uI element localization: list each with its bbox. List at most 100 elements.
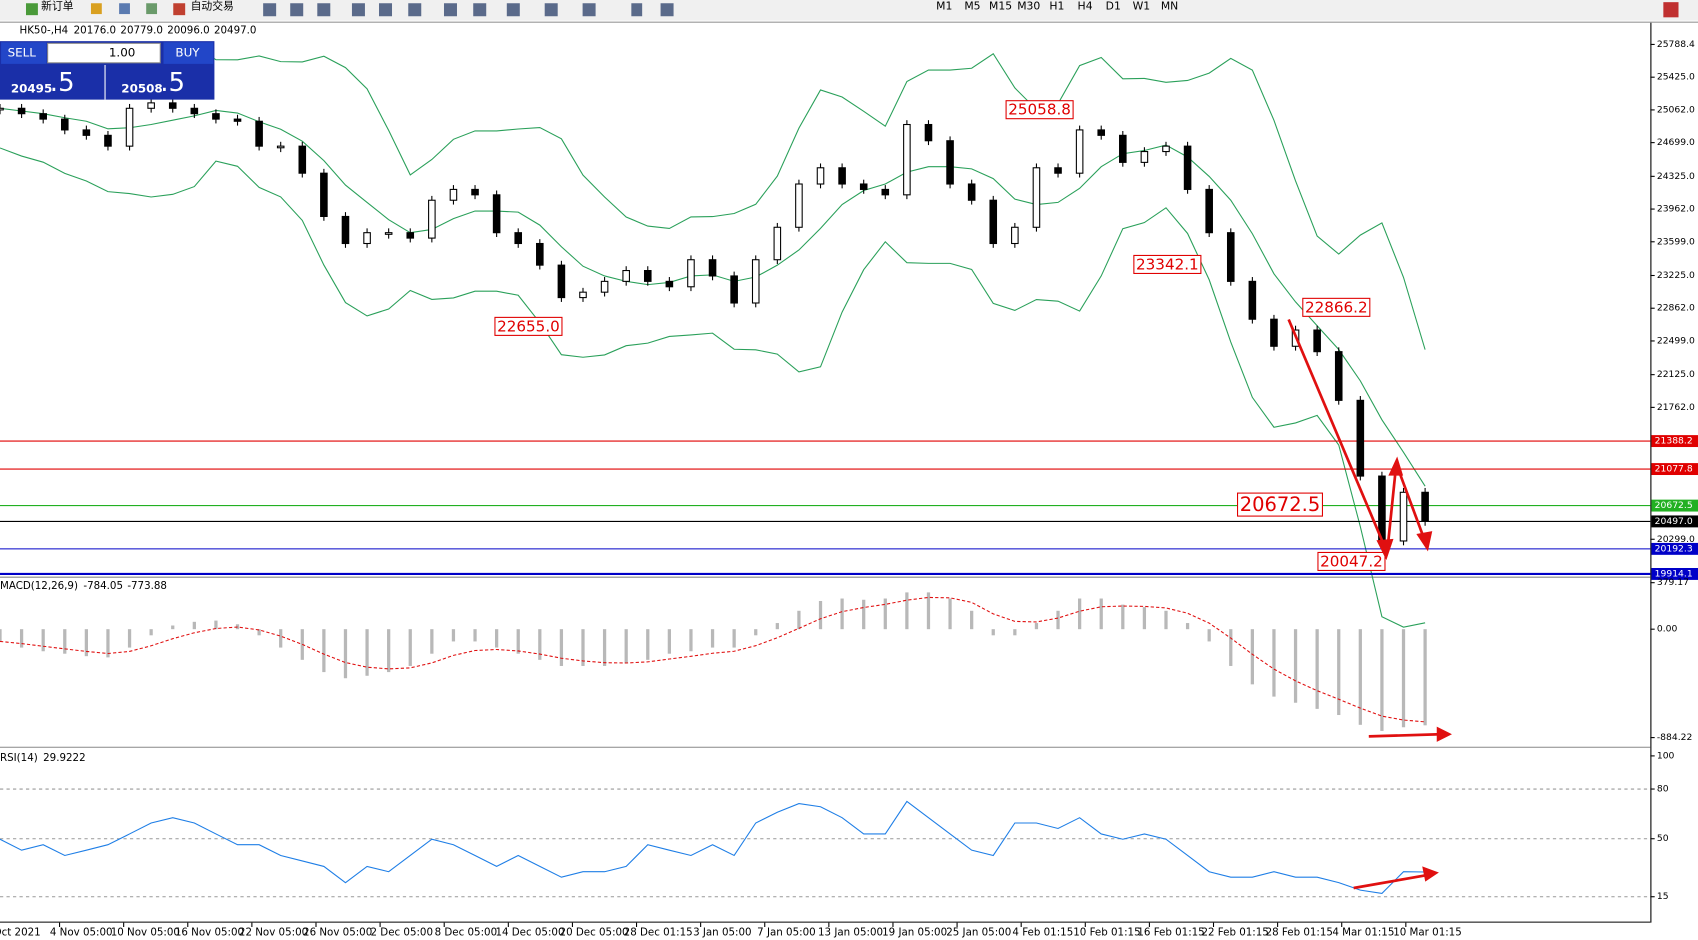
icon[interactable]: [317, 3, 331, 17]
candle: [773, 226, 782, 261]
icon[interactable]: [351, 3, 365, 17]
toolbar-bg: [0, 0, 1698, 21]
time-label: 14 Dec 05:00: [495, 926, 564, 938]
timeframe-button[interactable]: M30: [1017, 0, 1040, 12]
annotation-box: [1133, 254, 1202, 274]
sell-price-fraction[interactable]: .5: [50, 68, 75, 98]
y-tick-label: 23225.0: [1657, 270, 1695, 281]
candle: [1205, 188, 1213, 234]
level-label-bg: [1651, 463, 1698, 476]
icon[interactable]: [379, 3, 393, 17]
macd-bar: [1078, 598, 1082, 630]
candle: [1313, 329, 1321, 353]
candle: [255, 120, 263, 147]
icon[interactable]: [582, 3, 596, 17]
macd-bar: [689, 629, 693, 652]
buy-button[interactable]: [163, 42, 214, 64]
macd-bar: [41, 629, 45, 652]
timeframe-button[interactable]: M1: [936, 0, 952, 12]
macd-bar: [1121, 604, 1125, 630]
macd-bar: [948, 598, 952, 630]
buy-label[interactable]: BUY: [175, 46, 200, 60]
macd-bar: [797, 610, 801, 630]
lot-input[interactable]: [47, 42, 161, 64]
arrow: [1353, 873, 1428, 890]
timeframe-button[interactable]: W1: [1133, 0, 1151, 12]
arrowhead: [1436, 726, 1452, 742]
candle: [1399, 491, 1408, 542]
auto-trading-button[interactable]: 自动交易: [191, 0, 234, 12]
annotation-box: [1302, 297, 1371, 317]
drawn-arrows: [1287, 318, 1452, 890]
macd-bar: [1229, 629, 1233, 666]
macd-bar: [1315, 629, 1319, 709]
lot-value[interactable]: 1.00: [109, 46, 136, 60]
sell-label[interactable]: SELL: [8, 46, 37, 60]
annotation-box: [1005, 100, 1074, 120]
buy-price-fraction[interactable]: .5: [160, 68, 185, 98]
panel-title: RSI(14): [0, 752, 38, 764]
macd-bar: [1250, 629, 1254, 685]
icon[interactable]: [660, 3, 674, 17]
alert-icon[interactable]: [1663, 2, 1679, 18]
candle: [1075, 129, 1084, 174]
icon[interactable]: [408, 3, 422, 17]
arrow: [1386, 467, 1398, 542]
arrow: [1287, 318, 1388, 551]
sell-price[interactable]: 20495: [11, 81, 52, 95]
y-tick-label: 379.17: [1657, 577, 1689, 588]
icon[interactable]: [473, 3, 487, 17]
icon[interactable]: [290, 3, 304, 17]
icon[interactable]: [631, 3, 643, 17]
macd-bar: [19, 629, 24, 648]
macd-bar: [1272, 629, 1276, 697]
y-tick-label: 50: [1657, 833, 1669, 844]
macd-bar: [602, 629, 607, 666]
candle: [989, 199, 998, 245]
macd-bar: [905, 592, 909, 630]
macd-bar: [646, 629, 650, 660]
timeframe-button[interactable]: M15: [989, 0, 1012, 12]
icon[interactable]: [544, 3, 558, 17]
time-label: 10 Feb 01:15: [1073, 926, 1140, 938]
candle: [147, 102, 155, 109]
candle: [859, 183, 868, 190]
arrowhead: [1422, 866, 1439, 882]
buy-price[interactable]: 20508: [121, 81, 162, 95]
timeframe-button[interactable]: H1: [1049, 0, 1064, 12]
macd-bar: [1142, 607, 1147, 630]
icon: [146, 3, 158, 15]
macd-bar: [624, 629, 628, 664]
macd-bar: [149, 629, 153, 636]
bollinger-band: [0, 147, 1426, 628]
new-order-button[interactable]: 新订单: [41, 0, 74, 12]
icon[interactable]: [263, 3, 277, 17]
level-label-bg: [1651, 542, 1698, 555]
candle: [1183, 145, 1192, 190]
icon[interactable]: [506, 3, 520, 17]
candle: [1119, 134, 1127, 163]
macd-bar: [926, 592, 931, 630]
macd-bar: [991, 629, 995, 636]
level-label: 19914.1: [1655, 568, 1693, 579]
candle: [795, 183, 803, 228]
timeframe-button[interactable]: MN: [1161, 0, 1178, 12]
candle: [816, 167, 825, 185]
icon[interactable]: [443, 3, 457, 17]
candle: [363, 232, 371, 245]
level-label-bg: [1651, 435, 1698, 448]
macd-bar: [387, 629, 391, 673]
annotation-box: [1237, 492, 1323, 517]
timeframe-button[interactable]: H4: [1078, 0, 1093, 12]
candle: [514, 232, 523, 245]
macd-bar: [408, 629, 412, 666]
candle: [190, 107, 199, 115]
macd-bar: [1207, 629, 1211, 642]
timeframe-button[interactable]: M5: [964, 0, 980, 12]
macd-bar: [1423, 629, 1427, 726]
timeframe-button[interactable]: D1: [1106, 0, 1121, 12]
time-label: 4 Feb 01:15: [1012, 926, 1073, 938]
sell-button[interactable]: [1, 42, 47, 64]
candle: [687, 259, 695, 288]
macd-bar: [1099, 598, 1103, 630]
